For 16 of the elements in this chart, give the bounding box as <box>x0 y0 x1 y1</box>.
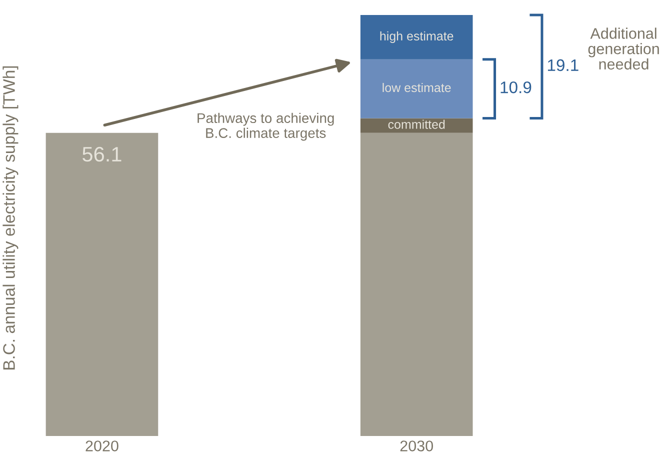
series-label: low estimate <box>382 82 451 92</box>
annotation: 19.1 <box>548 59 578 72</box>
data-label: 56.1 <box>82 146 122 162</box>
y-axis-title: B.C. annual utility electricity supply [TWh] <box>2 66 18 370</box>
text: Additional generation needed <box>588 28 659 70</box>
bar <box>360 59 473 118</box>
annotation: Pathways to achieving B.C. climate targets <box>198 112 334 141</box>
annotation: 10.9 <box>500 81 532 94</box>
series-label: high estimate <box>380 31 454 43</box>
bar <box>46 132 158 436</box>
x-tick-label: 2030 <box>400 440 433 452</box>
bar <box>360 15 473 60</box>
x-tick-label: 2020 <box>86 440 118 452</box>
bar <box>360 132 473 436</box>
bar <box>360 118 473 133</box>
series-label: committed <box>388 120 445 129</box>
